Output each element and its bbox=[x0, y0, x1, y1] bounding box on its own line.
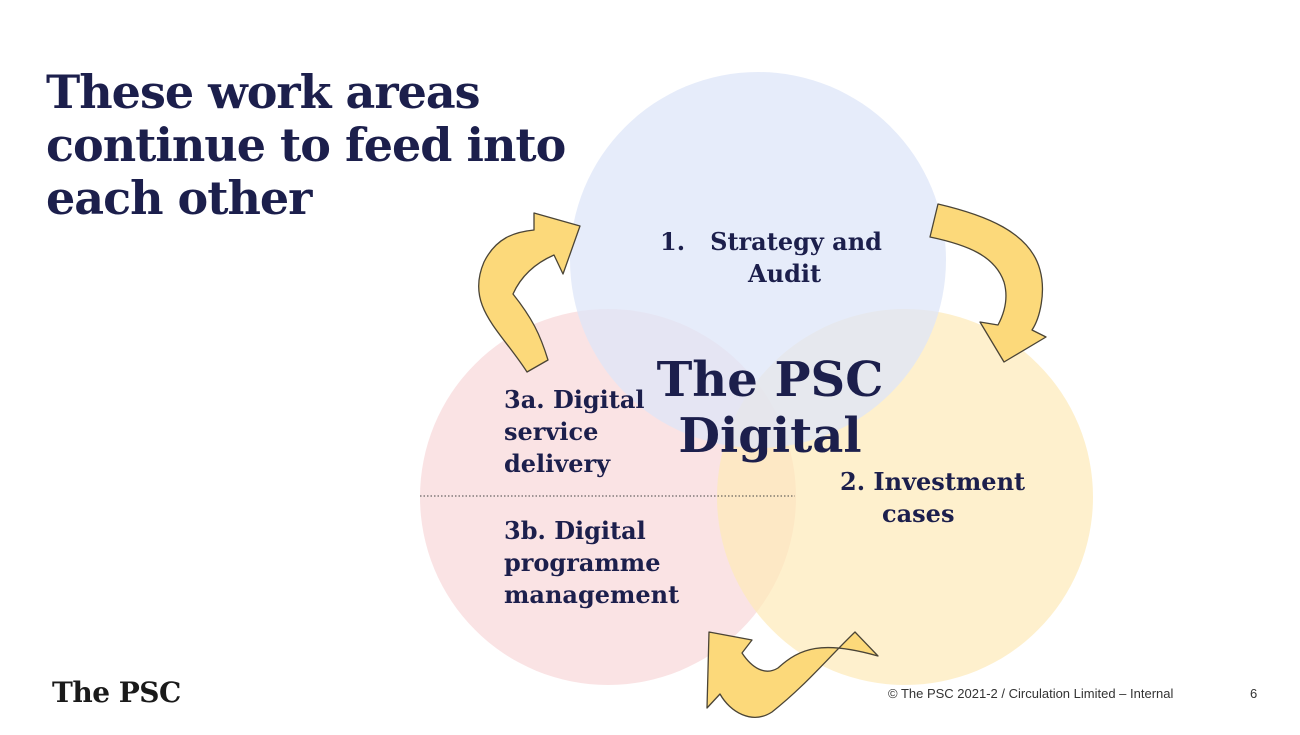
label-line: management bbox=[504, 580, 680, 609]
center-line: Digital bbox=[678, 408, 862, 464]
slide-title: These work areas continue to feed into e… bbox=[46, 66, 566, 225]
circle-strategy bbox=[570, 72, 946, 448]
label-line: Audit bbox=[748, 259, 822, 288]
label-line: 2. Investment bbox=[840, 467, 1026, 496]
title-line: continue to feed into bbox=[46, 118, 566, 172]
label-strategy-audit: 1. Strategy and Audit bbox=[660, 226, 882, 290]
label-line: 1. Strategy and bbox=[660, 227, 882, 256]
title-line: each other bbox=[46, 171, 312, 225]
label-line: service bbox=[504, 417, 599, 446]
curved-arrow-icon bbox=[478, 212, 581, 373]
title-line: These work areas bbox=[46, 65, 481, 119]
center-title: The PSC Digital bbox=[650, 352, 890, 464]
label-line: 3a. Digital bbox=[504, 385, 645, 414]
label-digital-programme-management: 3b. Digital programme management bbox=[504, 515, 679, 611]
center-line: The PSC bbox=[656, 352, 884, 408]
label-line: programme bbox=[504, 548, 661, 577]
curved-arrow-icon bbox=[706, 631, 879, 718]
psc-logo: The PSC bbox=[52, 676, 181, 709]
copyright-notice: © The PSC 2021-2 / Circulation Limited –… bbox=[888, 686, 1174, 701]
page-number: 6 bbox=[1250, 686, 1258, 701]
label-line: cases bbox=[882, 499, 955, 528]
label-line: delivery bbox=[504, 449, 611, 478]
curved-arrow-icon bbox=[929, 203, 1047, 363]
label-investment-cases: 2. Investment cases bbox=[840, 466, 1025, 530]
label-digital-service-delivery: 3a. Digital service delivery bbox=[504, 384, 645, 480]
label-line: 3b. Digital bbox=[504, 516, 646, 545]
